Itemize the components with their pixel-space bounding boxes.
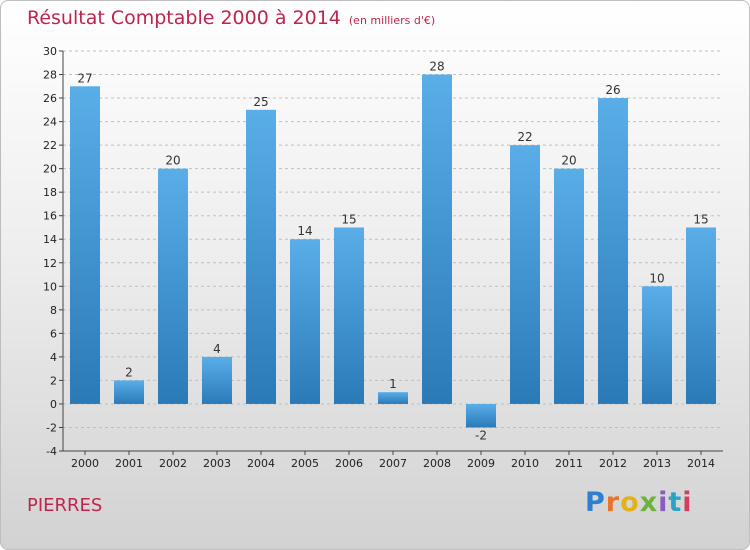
y-tick-label: 30 bbox=[43, 45, 57, 58]
bar-2008 bbox=[422, 74, 452, 404]
y-tick-label: 12 bbox=[43, 257, 57, 270]
logo-letter: r bbox=[605, 487, 621, 518]
y-tick-label: 20 bbox=[43, 163, 57, 176]
y-tick-label: 4 bbox=[50, 351, 57, 364]
y-tick-label: -4 bbox=[46, 445, 57, 458]
x-tick-label: 2005 bbox=[291, 457, 319, 470]
data-label-2002: 20 bbox=[165, 154, 180, 168]
bar-2012 bbox=[598, 98, 628, 404]
data-label-2010: 22 bbox=[517, 130, 532, 144]
y-tick-label: 10 bbox=[43, 280, 57, 293]
chart-title: Résultat Comptable 2000 à 2014 (en millie… bbox=[27, 7, 435, 29]
commune-name: PIERRES bbox=[27, 495, 103, 516]
logo-letter: i bbox=[658, 487, 669, 518]
logo-letter: i bbox=[682, 487, 693, 518]
bar-2014 bbox=[686, 227, 716, 404]
bar-2009 bbox=[466, 403, 496, 428]
y-tick-label: 6 bbox=[50, 327, 57, 340]
data-label-2012: 26 bbox=[605, 83, 620, 97]
y-tick-label: 18 bbox=[43, 186, 57, 199]
y-tick-label: -2 bbox=[46, 421, 57, 434]
x-tick-label: 2011 bbox=[555, 457, 583, 470]
x-tick-label: 2008 bbox=[423, 457, 451, 470]
data-label-2004: 25 bbox=[253, 95, 268, 109]
chart-unit: (en milliers d'€) bbox=[348, 14, 436, 27]
x-tick-label: 2001 bbox=[115, 457, 143, 470]
y-tick-label: 2 bbox=[50, 374, 57, 387]
data-label-2011: 20 bbox=[561, 154, 576, 168]
bar-2003 bbox=[202, 356, 232, 404]
data-label-2007: 1 bbox=[389, 377, 397, 391]
y-tick-label: 16 bbox=[43, 210, 57, 223]
bar-2000 bbox=[70, 86, 100, 404]
chart-title-text: Résultat Comptable 2000 à 2014 bbox=[27, 7, 341, 29]
x-tick-label: 2014 bbox=[687, 457, 715, 470]
x-tick-label: 2013 bbox=[643, 457, 671, 470]
x-tick-label: 2012 bbox=[599, 457, 627, 470]
y-tick-label: 0 bbox=[50, 398, 57, 411]
y-tick-label: 22 bbox=[43, 139, 57, 152]
bar-2001 bbox=[114, 380, 144, 404]
data-label-2014: 15 bbox=[693, 212, 708, 226]
data-label-2001: 2 bbox=[125, 365, 133, 379]
proxiti-logo: Proxiti bbox=[585, 487, 693, 518]
data-label-2013: 10 bbox=[649, 271, 664, 285]
x-tick-label: 2006 bbox=[335, 457, 363, 470]
x-tick-label: 2009 bbox=[467, 457, 495, 470]
data-label-2008: 28 bbox=[429, 60, 444, 74]
x-tick-label: 2000 bbox=[71, 457, 99, 470]
bar-2002 bbox=[158, 168, 188, 404]
data-label-2003: 4 bbox=[213, 342, 221, 356]
logo-letter: P bbox=[585, 487, 606, 518]
bar-2005 bbox=[290, 239, 320, 404]
x-tick-label: 2003 bbox=[203, 457, 231, 470]
logo-letter: t bbox=[668, 487, 683, 518]
x-tick-label: 2004 bbox=[247, 457, 275, 470]
bar-2011 bbox=[554, 168, 584, 404]
logo-letter: x bbox=[639, 487, 659, 518]
bar-2010 bbox=[510, 145, 540, 404]
x-tick-label: 2010 bbox=[511, 457, 539, 470]
x-tick-label: 2002 bbox=[159, 457, 187, 470]
logo-letter: o bbox=[620, 487, 640, 518]
data-label-2006: 15 bbox=[341, 212, 356, 226]
data-label-2009: -2 bbox=[475, 428, 487, 442]
data-label-2000: 27 bbox=[77, 71, 92, 85]
data-label-2005: 14 bbox=[297, 224, 312, 238]
bar-2004 bbox=[246, 109, 276, 404]
y-tick-label: 28 bbox=[43, 69, 57, 82]
y-tick-label: 14 bbox=[43, 233, 57, 246]
y-tick-label: 8 bbox=[50, 304, 57, 317]
y-tick-label: 26 bbox=[43, 92, 57, 105]
y-tick-label: 24 bbox=[43, 116, 57, 129]
bar-2013 bbox=[642, 286, 672, 404]
bar-2006 bbox=[334, 227, 364, 404]
x-tick-label: 2007 bbox=[379, 457, 407, 470]
bar-2007 bbox=[378, 392, 408, 404]
